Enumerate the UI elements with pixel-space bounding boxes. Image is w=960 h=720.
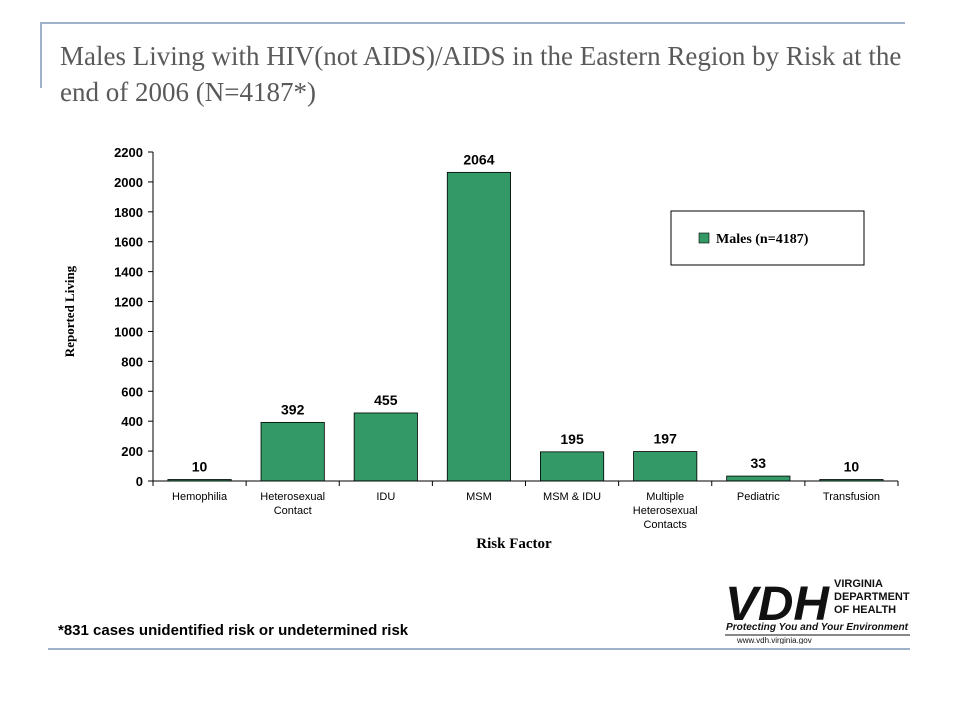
y-tick-label: 600 — [121, 384, 143, 399]
x-tick-label: Multiple Heterosexual Contacts — [633, 491, 698, 531]
logo-line-3: OF HEALTH — [834, 604, 896, 616]
x-tick-label: Transfusion — [823, 491, 880, 503]
y-tick-label: 400 — [121, 414, 143, 429]
bars: 10 392 455 2064 195 197 33 10 — [167, 151, 884, 482]
x-tick-label: MSM — [466, 491, 492, 503]
bar-value-label: 2064 — [463, 151, 494, 167]
x-axis-tick-labels: Hemophilia Heterosexual Contact IDU MSM MSM &… — [152, 481, 899, 531]
logo-url: www.vdh.virginia.gov — [736, 636, 812, 644]
legend-label: Males (n=4187) — [716, 232, 809, 247]
bar-value-label: 10 — [844, 459, 860, 475]
bar-value-label: 455 — [374, 392, 398, 408]
legend: Males (n=4187) — [670, 210, 865, 266]
y-tick-label: 1600 — [114, 235, 143, 250]
bar — [353, 412, 418, 482]
bar — [540, 451, 605, 482]
y-tick-label: 200 — [121, 444, 143, 459]
x-axis-label: Risk Factor — [476, 536, 552, 552]
bar-value-label: 195 — [560, 431, 584, 447]
logo-line-2: DEPARTMENT — [834, 591, 910, 603]
bar — [446, 171, 511, 482]
y-tick-label: 1800 — [114, 205, 143, 220]
logo-line-1: VIRGINIA — [834, 578, 883, 590]
footnote: *831 cases unidentified risk or undeterm… — [58, 622, 409, 639]
vdh-logo: VDH VIRGINIA DEPARTMENT OF HEALTH Protec… — [725, 578, 910, 644]
logo-tagline: Protecting You and Your Environment — [726, 622, 909, 633]
x-tick-label: Heterosexual Contact — [260, 491, 325, 517]
slide-title: Males Living with HIV(not AIDS)/AIDS in … — [60, 41, 902, 107]
bar — [260, 421, 325, 482]
bar — [726, 475, 791, 482]
y-tick-label: 1000 — [114, 324, 143, 339]
legend-swatch — [698, 232, 710, 244]
frame-bottom-rule — [48, 648, 910, 650]
y-tick-label: 2200 — [114, 145, 143, 160]
bar — [633, 451, 698, 482]
y-axis-label: Reported Living — [62, 265, 77, 357]
x-tick-label: IDU — [376, 491, 395, 503]
y-tick-label: 1200 — [114, 295, 143, 310]
y-axis-ticks: 0 200 400 600 800 1000 1200 1400 1600 1800 2000 220… — [114, 145, 153, 489]
bar-value-label: 10 — [192, 459, 208, 475]
y-tick-label: 800 — [121, 354, 143, 369]
bar-value-label: 197 — [654, 431, 678, 447]
y-tick-label: 0 — [136, 474, 143, 489]
frame-left-rule — [40, 22, 42, 88]
bar-value-label: 33 — [751, 455, 767, 471]
x-tick-label: Pediatric — [737, 491, 780, 503]
frame-top-rule — [40, 22, 905, 24]
x-tick-label: Hemophilia — [172, 491, 228, 503]
y-tick-label: 1400 — [114, 265, 143, 280]
y-tick-label: 2000 — [114, 175, 143, 190]
x-tick-label: MSM & IDU — [543, 491, 601, 503]
logo-mark: VDH — [725, 578, 830, 631]
bar-value-label: 392 — [281, 401, 305, 417]
